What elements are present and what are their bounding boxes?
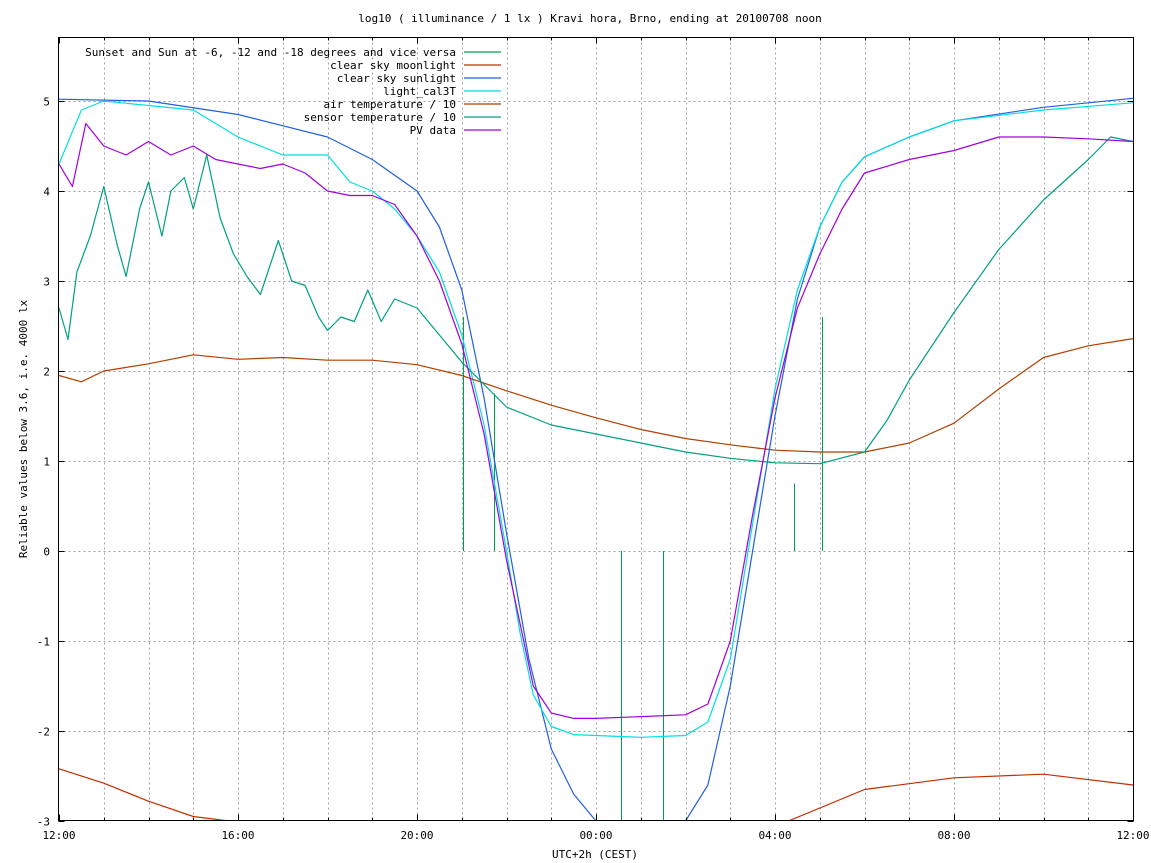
series-group xyxy=(58,97,1134,821)
series-1-impulses xyxy=(463,317,823,821)
legend-label: clear sky sunlight xyxy=(337,72,456,85)
series-7-line xyxy=(58,122,1134,719)
series-2-line xyxy=(58,768,1134,821)
x-tick-label: 16:00 xyxy=(221,829,254,842)
legend-label: Sunset and Sun at -6, -12 and -18 degree… xyxy=(85,46,456,59)
y-tick-label: 1 xyxy=(43,456,50,469)
x-tick-label: 12:00 xyxy=(42,829,75,842)
x-axis-label: UTC+2h (CEST) xyxy=(552,848,638,861)
y-axis-label: Reliable values below 3.6, i.e. 4000 lx xyxy=(17,299,30,558)
y-tick-label: 3 xyxy=(43,276,50,289)
y-tick-label: -1 xyxy=(37,636,50,649)
grid xyxy=(58,37,1134,821)
x-tick-label: 12:00 xyxy=(1116,829,1149,842)
y-tick-label: 0 xyxy=(43,546,50,559)
x-tick-label: 20:00 xyxy=(400,829,433,842)
legend-label: clear sky moonlight xyxy=(330,59,456,72)
y-tick-label: 4 xyxy=(43,186,50,199)
legend-label: sensor temperature / 10 xyxy=(304,111,456,124)
legend: Sunset and Sun at -6, -12 and -18 degree… xyxy=(85,46,501,137)
tick-group: 12:00 16:00 20:00 00:00 04:00 08:00 12:00-3-2-… xyxy=(37,37,1150,842)
y-tick-label: 5 xyxy=(43,96,50,109)
x-tick-label: 00:00 xyxy=(579,829,612,842)
y-tick-label: 2 xyxy=(43,366,50,379)
series-6-line xyxy=(58,136,1134,465)
chart-title: log10 ( illuminance / 1 lx ) Kravi hora,… xyxy=(358,12,822,25)
legend-label: PV data xyxy=(410,124,456,137)
series-clip xyxy=(58,97,1134,821)
y-tick-label: -2 xyxy=(37,726,50,739)
x-tick-label: 08:00 xyxy=(937,829,970,842)
y-tick-label: -3 xyxy=(37,816,50,829)
legend-label: light_cal3T xyxy=(383,85,456,98)
legend-label: air temperature / 10 xyxy=(324,98,456,111)
series-5-line xyxy=(58,338,1134,453)
series-4-line xyxy=(58,100,1134,738)
x-tick-label: 04:00 xyxy=(758,829,791,842)
